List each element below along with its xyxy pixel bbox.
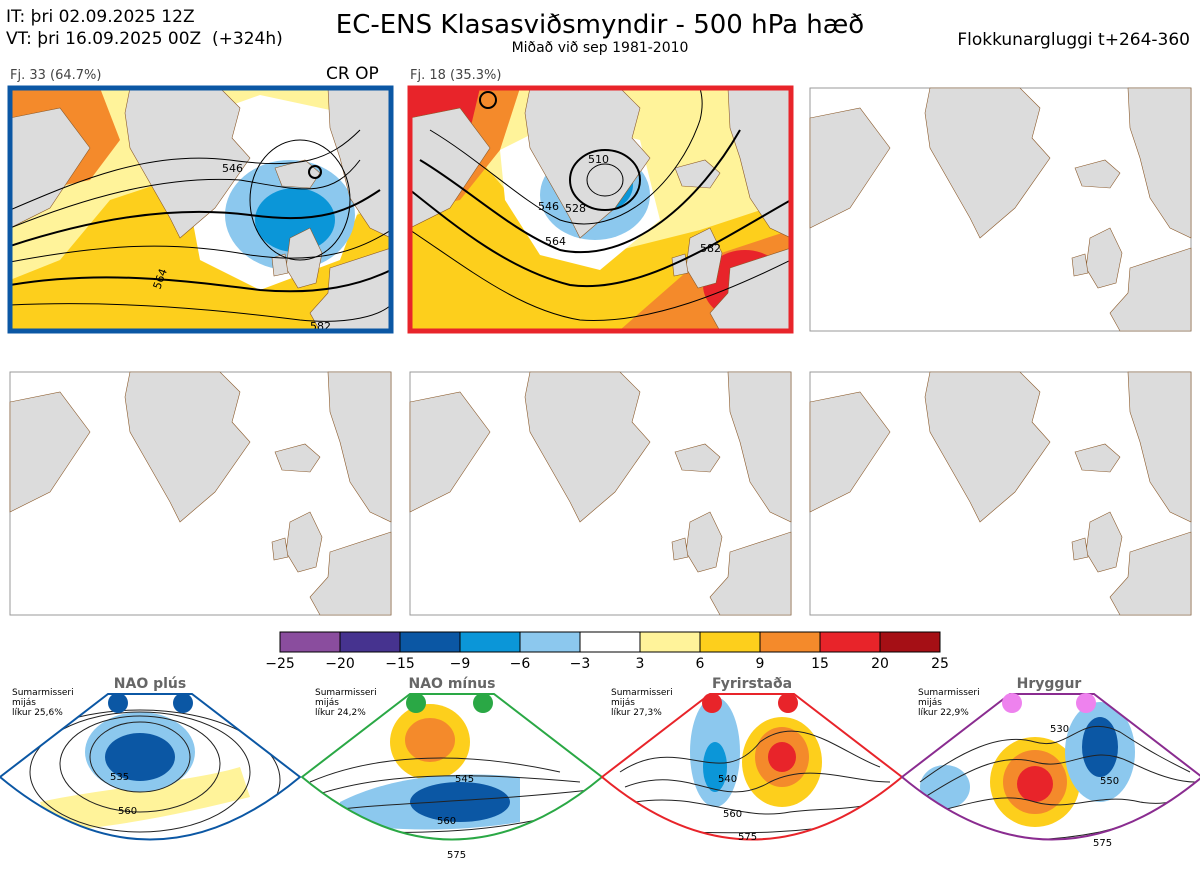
regime-panels: 535 560 545 560 575 xyxy=(0,693,1200,861)
cluster-4-map xyxy=(9,371,392,616)
regime-info-blocking: Sumarmisseri mijás líkur 27,3% xyxy=(611,688,673,718)
cluster-1-border xyxy=(7,85,394,334)
cluster-1-map: 546 564 582 xyxy=(10,88,391,333)
cluster-map-grid: 546 564 582 510 528 546 564 582 xyxy=(7,85,1192,616)
regime-title-ridge: Hryggur xyxy=(1016,676,1082,692)
blocking-contour-560: 560 xyxy=(723,809,742,820)
ridge-contour-575: 575 xyxy=(1093,838,1112,849)
blocking-dot-2 xyxy=(778,693,798,713)
page-subtitle: Miðað við sep 1981-2010 xyxy=(511,40,689,56)
classification-window: Flokkunargluggi t+264-360 xyxy=(957,30,1190,50)
panel-1-label: Fj. 33 (64.7%) xyxy=(10,68,102,83)
p1-contour-546: 546 xyxy=(222,162,243,175)
colorbar-tick-label: −15 xyxy=(385,656,415,672)
cluster-2-map: 510 528 546 564 582 xyxy=(410,88,791,331)
colorbar-swatch xyxy=(759,631,821,653)
regime-title-nao-minus: NAO mínus xyxy=(408,676,496,692)
colorbar-tick-label: −9 xyxy=(449,656,471,672)
colorbar-tick-label: −20 xyxy=(325,656,355,672)
nao-plus-contour-560: 560 xyxy=(118,806,137,817)
lead-time: (+324h) xyxy=(212,29,283,49)
blocking-dot-1 xyxy=(702,693,722,713)
nao-minus-contour-560: 560 xyxy=(437,816,456,827)
colorbar-swatch xyxy=(459,631,521,653)
regime-info-nao-minus: Sumarmisseri mijás líkur 24,2% xyxy=(315,688,377,718)
colorbar-swatch xyxy=(699,631,761,653)
regime-title-blocking: Fyrirstaða xyxy=(711,676,793,692)
cluster-2-border xyxy=(407,85,794,334)
blocking-contour-575: 575 xyxy=(738,832,757,843)
nao-plus-contour-535: 535 xyxy=(110,772,129,783)
page-title: EC-ENS Klasasviðsmyndir - 500 hPa hæð xyxy=(335,10,865,40)
p2-contour-582: 582 xyxy=(700,242,721,255)
ridge-contour-530: 530 xyxy=(1050,724,1069,735)
panel-1-tag: CR OP xyxy=(326,64,379,84)
colorbar-swatch xyxy=(879,631,941,653)
regime-title-nao-plus: NAO plús xyxy=(113,676,187,692)
nao-minus-dot-1 xyxy=(406,693,426,713)
colorbar-tick-label: 15 xyxy=(811,656,829,672)
cluster-6-map xyxy=(809,371,1192,616)
nao-plus-dot-1 xyxy=(108,693,128,713)
header-left: IT: þri 02.09.2025 12Z VT: þri 16.09.202… xyxy=(6,6,283,50)
colorbar-tick-label: −6 xyxy=(509,656,531,672)
ridge-dot-1 xyxy=(1002,693,1022,713)
cluster-3-map xyxy=(809,87,1192,332)
nao-plus-dot-2 xyxy=(173,693,193,713)
cluster-5-map xyxy=(409,371,792,616)
p2-contour-528: 528 xyxy=(565,202,586,215)
colorbar-tick-label: 20 xyxy=(871,656,889,672)
blocking-contour-540: 540 xyxy=(718,774,737,785)
colorbar-tick-label: 3 xyxy=(635,656,645,672)
p2-contour-546: 546 xyxy=(538,200,559,213)
colorbar-tick-label: −25 xyxy=(265,656,295,672)
valid-time: VT: þri 16.09.2025 00Z xyxy=(6,29,202,49)
nao-minus-dot-2 xyxy=(473,693,493,713)
colorbar-swatch xyxy=(639,631,701,653)
colorbar-tick-label: 9 xyxy=(755,656,765,672)
regime-info-nao-plus: Sumarmisseri mijás líkur 25,6% xyxy=(12,688,74,718)
colorbar xyxy=(279,631,941,653)
nao-minus-contour-545: 545 xyxy=(455,774,474,785)
ridge-dot-2 xyxy=(1076,693,1096,713)
colorbar-tick-label: −3 xyxy=(569,656,591,672)
colorbar-tick-label: 6 xyxy=(695,656,705,672)
colorbar-tick-label: 25 xyxy=(931,656,949,672)
colorbar-swatch xyxy=(819,631,881,653)
initial-time: IT: þri 02.09.2025 12Z xyxy=(6,7,195,27)
panel-2-label: Fj. 18 (35.3%) xyxy=(410,68,502,83)
p1-contour-582: 582 xyxy=(310,320,331,333)
p2-contour-564: 564 xyxy=(545,235,566,248)
colorbar-swatch xyxy=(339,631,401,653)
p2-contour-510: 510 xyxy=(588,153,609,166)
colorbar-swatch xyxy=(279,631,341,653)
colorbar-swatch xyxy=(519,631,581,653)
colorbar-swatch xyxy=(579,631,641,653)
regime-info-ridge: Sumarmisseri mijás líkur 22,9% xyxy=(918,688,980,718)
nao-minus-contour-575: 575 xyxy=(447,850,466,861)
ridge-contour-550: 550 xyxy=(1100,776,1119,787)
colorbar-swatch xyxy=(399,631,461,653)
